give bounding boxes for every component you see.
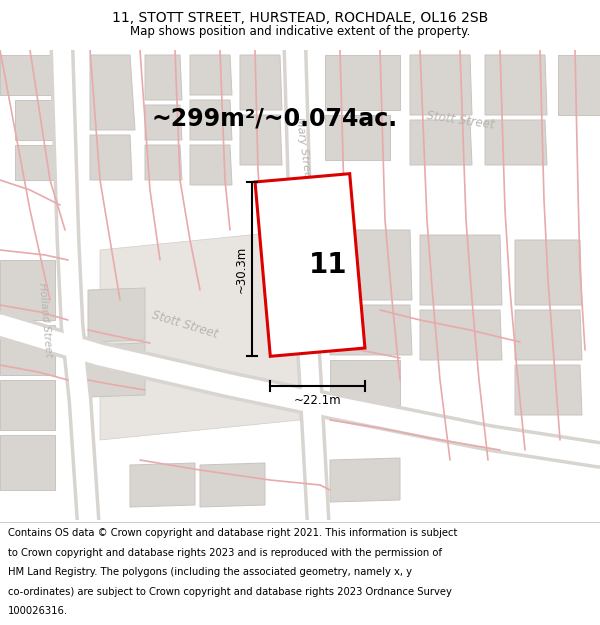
Polygon shape xyxy=(88,343,145,397)
Text: ~299m²/~0.074ac.: ~299m²/~0.074ac. xyxy=(152,106,398,130)
Polygon shape xyxy=(515,365,582,415)
Polygon shape xyxy=(330,458,400,502)
Polygon shape xyxy=(0,325,55,375)
Polygon shape xyxy=(330,230,412,300)
Text: co-ordinates) are subject to Crown copyright and database rights 2023 Ordnance S: co-ordinates) are subject to Crown copyr… xyxy=(8,587,452,597)
Polygon shape xyxy=(15,145,55,180)
Text: Stott Street: Stott Street xyxy=(151,309,220,341)
Polygon shape xyxy=(325,55,400,110)
Polygon shape xyxy=(90,135,132,180)
Polygon shape xyxy=(255,174,365,356)
Polygon shape xyxy=(485,120,547,165)
Polygon shape xyxy=(420,310,502,360)
Polygon shape xyxy=(330,360,400,405)
Polygon shape xyxy=(190,100,232,140)
Polygon shape xyxy=(0,435,55,490)
Text: 11: 11 xyxy=(309,251,347,279)
Text: ~22.1m: ~22.1m xyxy=(294,394,341,408)
Polygon shape xyxy=(15,100,55,140)
Polygon shape xyxy=(145,145,182,180)
Text: 100026316.: 100026316. xyxy=(8,606,68,616)
Polygon shape xyxy=(240,55,282,110)
Polygon shape xyxy=(200,463,265,507)
Polygon shape xyxy=(420,235,502,305)
Polygon shape xyxy=(88,288,145,342)
Polygon shape xyxy=(515,310,582,360)
Text: Mary Street: Mary Street xyxy=(295,117,314,183)
Polygon shape xyxy=(90,55,135,130)
Polygon shape xyxy=(145,105,182,140)
Text: HM Land Registry. The polygons (including the associated geometry, namely x, y: HM Land Registry. The polygons (includin… xyxy=(8,568,412,578)
Polygon shape xyxy=(515,240,582,305)
Polygon shape xyxy=(0,55,55,95)
Polygon shape xyxy=(130,463,195,507)
Polygon shape xyxy=(145,55,182,100)
Polygon shape xyxy=(0,260,55,320)
Text: Map shows position and indicative extent of the property.: Map shows position and indicative extent… xyxy=(130,24,470,38)
Text: 11, STOTT STREET, HURSTEAD, ROCHDALE, OL16 2SB: 11, STOTT STREET, HURSTEAD, ROCHDALE, OL… xyxy=(112,11,488,25)
Polygon shape xyxy=(410,120,472,165)
Polygon shape xyxy=(0,380,55,430)
Polygon shape xyxy=(330,305,412,355)
Polygon shape xyxy=(325,115,390,160)
Polygon shape xyxy=(485,55,547,115)
Polygon shape xyxy=(410,55,472,115)
Polygon shape xyxy=(190,145,232,185)
Text: Stott Street: Stott Street xyxy=(425,109,495,131)
Polygon shape xyxy=(240,115,282,165)
Text: Holland Street: Holland Street xyxy=(37,282,53,357)
Polygon shape xyxy=(558,55,600,115)
Text: ~30.3m: ~30.3m xyxy=(235,246,247,292)
Text: to Crown copyright and database rights 2023 and is reproduced with the permissio: to Crown copyright and database rights 2… xyxy=(8,548,442,558)
Polygon shape xyxy=(190,55,232,95)
Polygon shape xyxy=(100,230,300,440)
Text: Contains OS data © Crown copyright and database right 2021. This information is : Contains OS data © Crown copyright and d… xyxy=(8,528,457,538)
